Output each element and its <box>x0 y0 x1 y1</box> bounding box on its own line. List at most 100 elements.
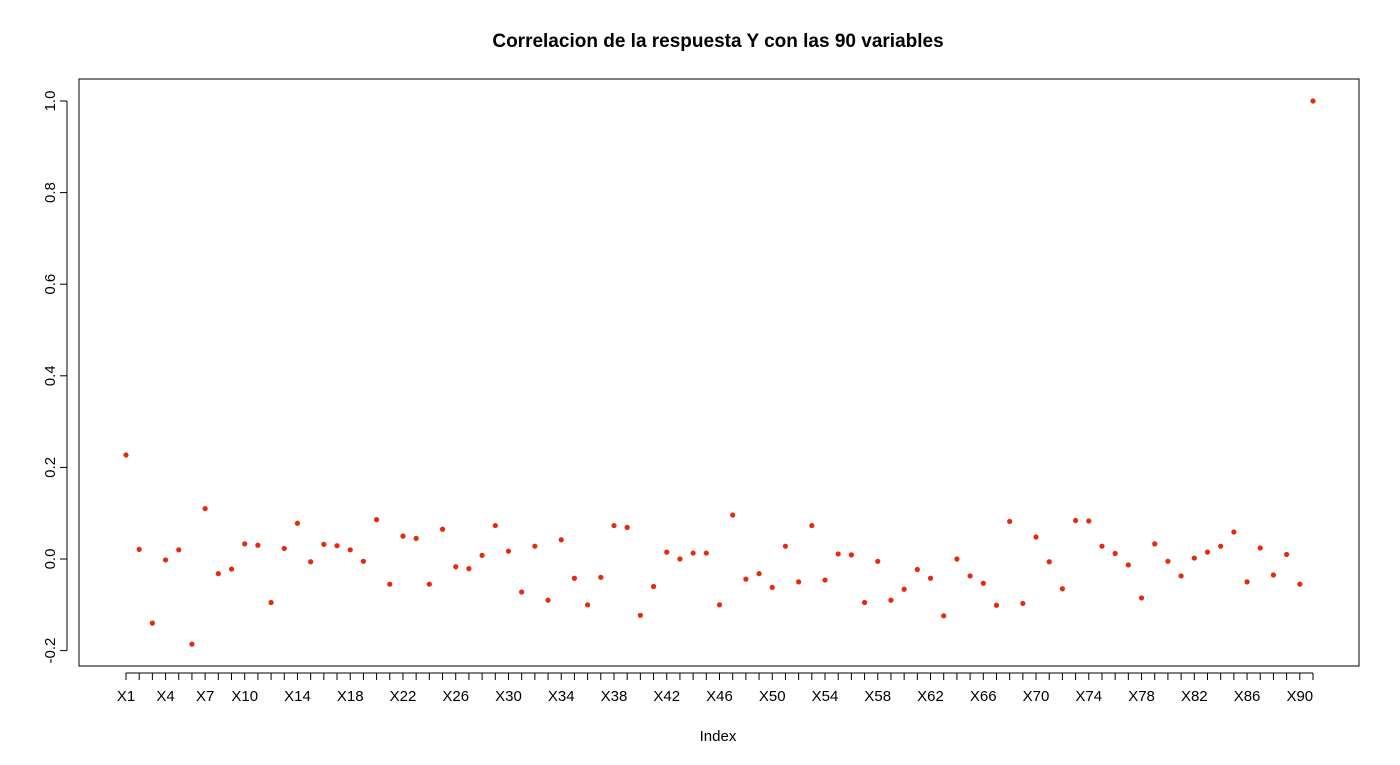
data-point <box>1178 573 1184 579</box>
x-tick-label: X38 <box>601 688 628 705</box>
y-tick-label: 0.4 <box>42 365 59 386</box>
data-point <box>1204 549 1211 555</box>
data-point <box>439 526 446 532</box>
data-point <box>954 556 960 562</box>
x-tick-label: X22 <box>390 688 417 705</box>
data-point <box>387 581 393 587</box>
data-point <box>769 584 775 590</box>
data-point <box>914 566 920 573</box>
data-point <box>756 571 762 577</box>
data-point <box>360 558 366 564</box>
x-tick-label: X34 <box>548 688 575 705</box>
data-point <box>149 620 155 626</box>
data-point <box>123 452 129 458</box>
data-point <box>373 517 380 523</box>
y-tick-label: 1.0 <box>42 91 59 112</box>
data-point <box>1059 586 1066 592</box>
data-point <box>941 613 947 619</box>
data-point <box>571 575 578 581</box>
data-point <box>1218 543 1224 549</box>
data-point <box>1086 518 1092 524</box>
data-point <box>1270 572 1277 578</box>
x-tick-label: X50 <box>759 688 786 705</box>
data-point <box>400 533 406 539</box>
data-point <box>242 541 248 547</box>
chart-title: Correlacion de la respuesta Y con las 90… <box>492 31 943 52</box>
data-point <box>1244 579 1250 585</box>
x-tick-label: X82 <box>1181 688 1208 705</box>
data-point <box>189 641 195 647</box>
x-tick-label: X90 <box>1286 688 1313 705</box>
data-point <box>347 547 353 553</box>
data-point <box>215 571 221 577</box>
x-tick-label: X66 <box>970 688 997 705</box>
data-point <box>1099 543 1105 549</box>
data-point <box>861 599 868 606</box>
y-tick-label: -0.2 <box>42 638 59 664</box>
data-point <box>1007 518 1013 525</box>
y-axis: -0.2 0.0 0.2 0.4 0.6 0.8 1.0 <box>42 91 68 664</box>
data-point <box>980 580 986 586</box>
data-point <box>426 581 432 587</box>
data-point <box>545 597 551 603</box>
data-point <box>1231 529 1237 535</box>
data-point <box>255 542 261 548</box>
data-point <box>730 512 736 518</box>
data-point <box>650 583 657 590</box>
x-axis-label: Index <box>700 728 737 745</box>
data-point <box>1112 550 1118 557</box>
data-point <box>796 579 802 585</box>
data-point <box>321 541 327 547</box>
x-tick-label: X74 <box>1075 688 1102 705</box>
data-point <box>413 535 419 541</box>
data-point <box>294 520 301 526</box>
data-point <box>1020 600 1026 607</box>
data-point <box>967 573 973 579</box>
data-point <box>558 537 564 543</box>
data-point <box>505 548 512 554</box>
data-point <box>308 559 314 565</box>
data-point <box>835 551 841 557</box>
data-point <box>703 550 709 556</box>
data-point <box>162 557 169 563</box>
x-tick-label: X1 <box>117 688 135 705</box>
x-tick-label: X78 <box>1128 688 1155 705</box>
x-tick-label: X4 <box>156 688 174 705</box>
data-point <box>1033 534 1039 540</box>
data-point <box>228 566 235 572</box>
x-tick-label: X18 <box>337 688 364 705</box>
data-point <box>624 524 630 530</box>
x-tick-label: X70 <box>1023 688 1050 705</box>
data-point <box>901 586 907 592</box>
data-point <box>1125 562 1131 568</box>
data-point <box>1165 558 1171 564</box>
x-tick-label: X7 <box>196 688 214 705</box>
data-point <box>1073 517 1079 524</box>
data-point <box>993 602 1000 608</box>
data-point <box>1152 541 1158 547</box>
data-point <box>782 543 789 549</box>
x-tick-label: X46 <box>706 688 733 705</box>
data-point <box>875 558 881 564</box>
data-point <box>848 552 854 558</box>
data-point <box>334 543 340 549</box>
data-point <box>492 522 498 529</box>
y-tick-label: 0.8 <box>42 182 59 203</box>
x-tick-label: X30 <box>495 688 522 705</box>
data-point <box>176 547 182 553</box>
x-tick-label: X42 <box>653 688 680 705</box>
data-point <box>1310 98 1316 104</box>
y-tick-label: 0.6 <box>42 274 59 295</box>
data-point <box>1138 595 1145 601</box>
data-point <box>690 550 696 556</box>
data-point <box>664 549 670 555</box>
x-tick-label: X62 <box>917 688 944 705</box>
x-tick-label: X14 <box>284 688 311 705</box>
data-point <box>677 556 683 562</box>
data-point <box>1297 581 1303 587</box>
data-point <box>202 506 208 512</box>
data-point <box>611 522 617 529</box>
data-point <box>1284 551 1290 558</box>
data-point <box>532 543 538 549</box>
x-tick-label: X54 <box>812 688 839 705</box>
